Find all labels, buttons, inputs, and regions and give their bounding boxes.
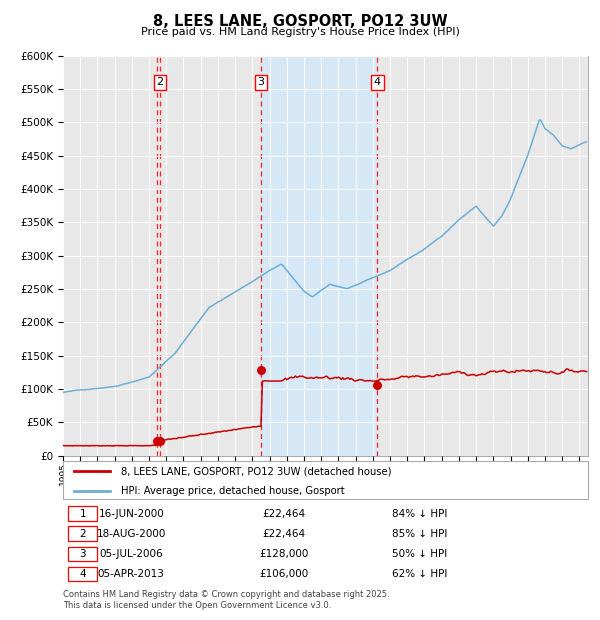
FancyBboxPatch shape xyxy=(68,547,97,561)
Text: £22,464: £22,464 xyxy=(262,529,305,539)
Text: 1: 1 xyxy=(79,508,86,518)
Text: £22,464: £22,464 xyxy=(262,508,305,518)
Text: 8, LEES LANE, GOSPORT, PO12 3UW (detached house): 8, LEES LANE, GOSPORT, PO12 3UW (detache… xyxy=(121,466,391,476)
Text: Price paid vs. HM Land Registry's House Price Index (HPI): Price paid vs. HM Land Registry's House … xyxy=(140,27,460,37)
Text: HPI: Average price, detached house, Gosport: HPI: Average price, detached house, Gosp… xyxy=(121,485,344,495)
FancyBboxPatch shape xyxy=(68,507,97,521)
Text: 3: 3 xyxy=(79,549,86,559)
Text: 3: 3 xyxy=(257,78,265,87)
Text: 8, LEES LANE, GOSPORT, PO12 3UW: 8, LEES LANE, GOSPORT, PO12 3UW xyxy=(152,14,448,29)
Text: 85% ↓ HPI: 85% ↓ HPI xyxy=(392,529,448,539)
Text: 05-APR-2013: 05-APR-2013 xyxy=(98,569,164,579)
Text: 4: 4 xyxy=(374,78,381,87)
Text: £128,000: £128,000 xyxy=(259,549,308,559)
Text: 50% ↓ HPI: 50% ↓ HPI xyxy=(392,549,448,559)
FancyBboxPatch shape xyxy=(68,567,97,581)
FancyBboxPatch shape xyxy=(68,526,97,541)
Text: 16-JUN-2000: 16-JUN-2000 xyxy=(98,508,164,518)
Text: 2: 2 xyxy=(79,529,86,539)
Text: 05-JUL-2006: 05-JUL-2006 xyxy=(100,549,163,559)
Text: 2: 2 xyxy=(157,78,163,87)
Text: 18-AUG-2000: 18-AUG-2000 xyxy=(97,529,166,539)
Bar xyxy=(261,56,377,456)
Text: 62% ↓ HPI: 62% ↓ HPI xyxy=(392,569,448,579)
Text: 4: 4 xyxy=(79,569,86,579)
Text: £106,000: £106,000 xyxy=(259,569,308,579)
Text: Contains HM Land Registry data © Crown copyright and database right 2025.
This d: Contains HM Land Registry data © Crown c… xyxy=(63,590,389,609)
FancyBboxPatch shape xyxy=(63,461,588,499)
Text: 84% ↓ HPI: 84% ↓ HPI xyxy=(392,508,448,518)
